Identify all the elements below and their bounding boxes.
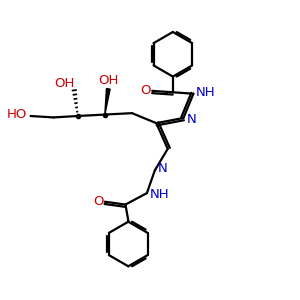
Polygon shape — [105, 88, 110, 115]
Text: HO: HO — [7, 108, 27, 121]
Text: OH: OH — [54, 76, 74, 90]
Text: O: O — [141, 84, 151, 98]
Text: NH: NH — [196, 86, 215, 99]
Text: OH: OH — [99, 74, 119, 87]
Text: N: N — [187, 113, 196, 126]
Text: N: N — [158, 161, 168, 175]
Text: O: O — [93, 195, 104, 208]
Text: NH: NH — [150, 188, 170, 201]
